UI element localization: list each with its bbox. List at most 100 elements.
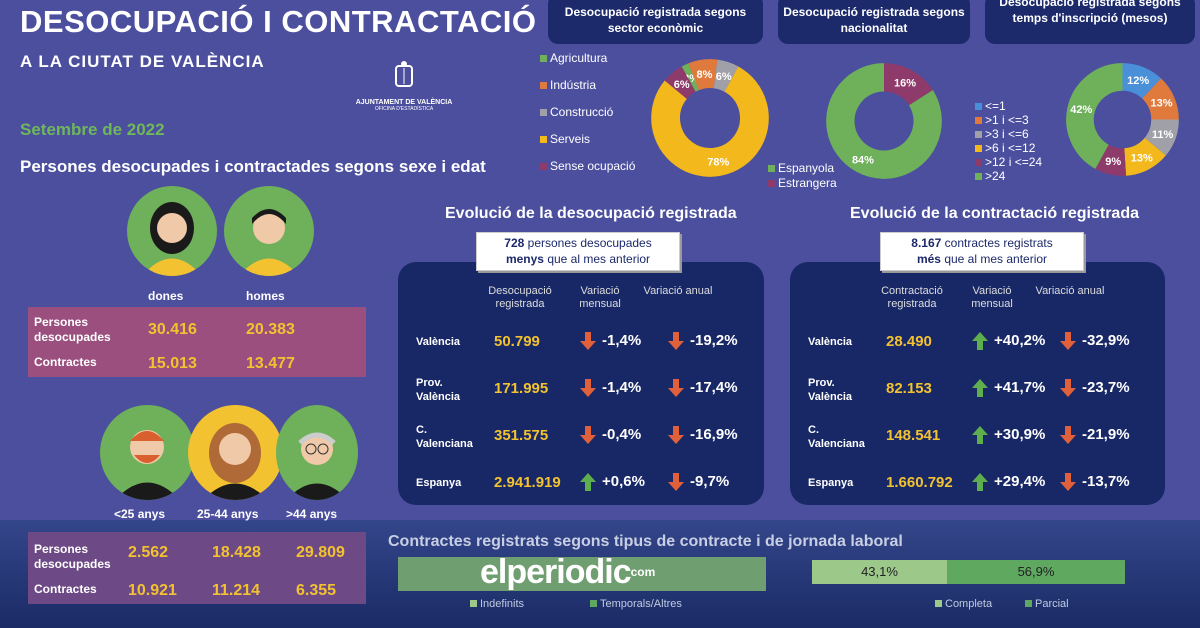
value: 20.383	[246, 321, 295, 338]
panel-title: Evolució de la desocupació registrada	[445, 205, 737, 222]
monthly-value: +41,7%	[994, 379, 1046, 397]
legend-swatch	[1025, 600, 1032, 607]
donut-label: 6%	[716, 71, 732, 83]
column-header: Variació anual	[643, 285, 713, 297]
annual-value: -23,7%	[1082, 379, 1130, 397]
legend-swatch	[540, 136, 547, 143]
donut-slice--24	[1066, 63, 1124, 169]
callout-text: que al mes anterior	[944, 252, 1048, 266]
arrow-down-icon	[668, 332, 684, 350]
legend-item: >1 i <=3	[975, 114, 1042, 127]
donut-label: 13%	[1131, 152, 1153, 164]
legend-label: Sense ocupació	[550, 159, 636, 173]
donut-label: 42%	[1070, 104, 1092, 116]
legend-item: <=1	[975, 100, 1042, 113]
donut-slice--3-i-6	[1144, 118, 1179, 156]
row-name: Prov. València	[808, 377, 853, 403]
donut-slice--12-i-24	[1095, 144, 1127, 176]
legend-swatch	[540, 82, 547, 89]
label-dones: dones	[148, 289, 184, 303]
value: 29.809	[296, 544, 345, 561]
annual-value: -17,4%	[690, 379, 738, 397]
row-name: Prov. València	[416, 377, 461, 403]
callout-text: persones desocupades	[527, 236, 652, 250]
monthly-value: +29,4%	[994, 473, 1046, 491]
label-homes: homes	[246, 289, 285, 303]
arrow-up-icon	[972, 426, 988, 444]
arrow-down-icon	[580, 426, 596, 444]
page-subtitle: A LA CIUTAT DE VALÈNCIA	[20, 52, 265, 71]
annual-variation: -9,7%	[668, 473, 729, 491]
column-header: Desocupació registrada	[488, 285, 552, 310]
legend-swatch	[540, 55, 547, 62]
value: 11.214	[212, 582, 261, 599]
row-name: Espanya	[416, 477, 462, 489]
callout: 8.167 contractes registrats més que al m…	[880, 232, 1084, 271]
legend-label: >1 i <=3	[985, 113, 1029, 127]
legend-swatch	[540, 163, 547, 170]
legend-label: Construcció	[550, 105, 614, 119]
donut-label: 13%	[1151, 98, 1173, 110]
row-label: Contractes	[34, 355, 97, 369]
desocupacio-section: Evolució de la desocupació registrada 72…	[398, 205, 764, 505]
arrow-down-icon	[580, 332, 596, 350]
annual-value: -9,7%	[690, 473, 730, 491]
callout-bold: menys	[505, 252, 544, 266]
arrow-up-icon	[972, 473, 988, 491]
legend-parcial: Parcial	[1025, 598, 1069, 610]
panel-title: Evolució de la contractació registrada	[850, 205, 1139, 222]
annual-variation: -23,7%	[1060, 379, 1130, 397]
legend-item: >6 i <=12	[975, 142, 1042, 155]
sector-chart-title: Desocupació registrada segons sector eco…	[548, 0, 763, 44]
page-title: DESOCUPACIÓ I CONTRACTACIÓ	[20, 4, 537, 39]
arrow-up-icon	[580, 473, 596, 491]
value: 30.416	[148, 321, 197, 338]
callout-number: 8.167	[911, 236, 942, 250]
row-value: 351.575	[494, 427, 549, 444]
value: 18.428	[212, 544, 261, 561]
monthly-value: -1,4%	[602, 332, 642, 350]
legend-swatch	[590, 600, 597, 607]
annual-value: -32,9%	[1082, 332, 1130, 350]
row-label: Persones desocupades	[34, 542, 111, 571]
monthly-value: -1,4%	[602, 379, 642, 397]
legend-label: <=1	[985, 99, 1006, 113]
arrow-down-icon	[668, 426, 684, 444]
legend-label: Indefinits	[480, 598, 525, 610]
row-name: C. Valenciana	[808, 424, 865, 450]
legend-temporals: Temporals/Altres	[590, 598, 682, 610]
monthly-value: -0,4%	[602, 426, 642, 444]
callout-text: que al mes anterior	[547, 252, 651, 266]
avatar-adult	[188, 405, 283, 500]
column-header: Variació mensual	[971, 285, 1013, 310]
avatar-young	[100, 405, 195, 500]
watermark-text: elperiodic	[480, 553, 632, 591]
label-age: 25-44 anys	[197, 507, 259, 521]
legend-label: Parcial	[1035, 598, 1069, 610]
annual-variation: -32,9%	[1060, 332, 1130, 350]
value: 2.562	[128, 544, 169, 561]
legend-swatch	[975, 145, 982, 152]
row-name: C. Valenciana	[416, 424, 473, 450]
donut-slice-estrangera	[883, 63, 933, 106]
legend-swatch	[975, 103, 982, 110]
arrow-up-icon	[972, 379, 988, 397]
donut-slice--1	[1121, 63, 1162, 100]
sector-legend: Agricultura Indústria Construcció Serveis Se…	[540, 52, 640, 187]
arrow-down-icon	[1060, 379, 1076, 397]
legend-label: Agricultura	[550, 51, 608, 65]
avatar-man	[224, 186, 314, 276]
row-value: 171.995	[494, 380, 549, 397]
row-value: 1.660.792	[886, 474, 953, 491]
arrow-up-icon	[972, 332, 988, 350]
donut-slice-espanyola	[826, 63, 942, 179]
legend-swatch	[975, 131, 982, 138]
monthly-variation: +30,9%	[972, 426, 1045, 444]
value: 10.921	[128, 582, 177, 599]
annual-variation: -19,2%	[668, 332, 738, 350]
row-value: 82.153	[886, 380, 932, 397]
arrow-down-icon	[668, 473, 684, 491]
column-header: Variació anual	[1035, 285, 1105, 297]
legend-item: Construcció	[540, 106, 640, 119]
donut-slice-ind-stria	[688, 59, 718, 91]
